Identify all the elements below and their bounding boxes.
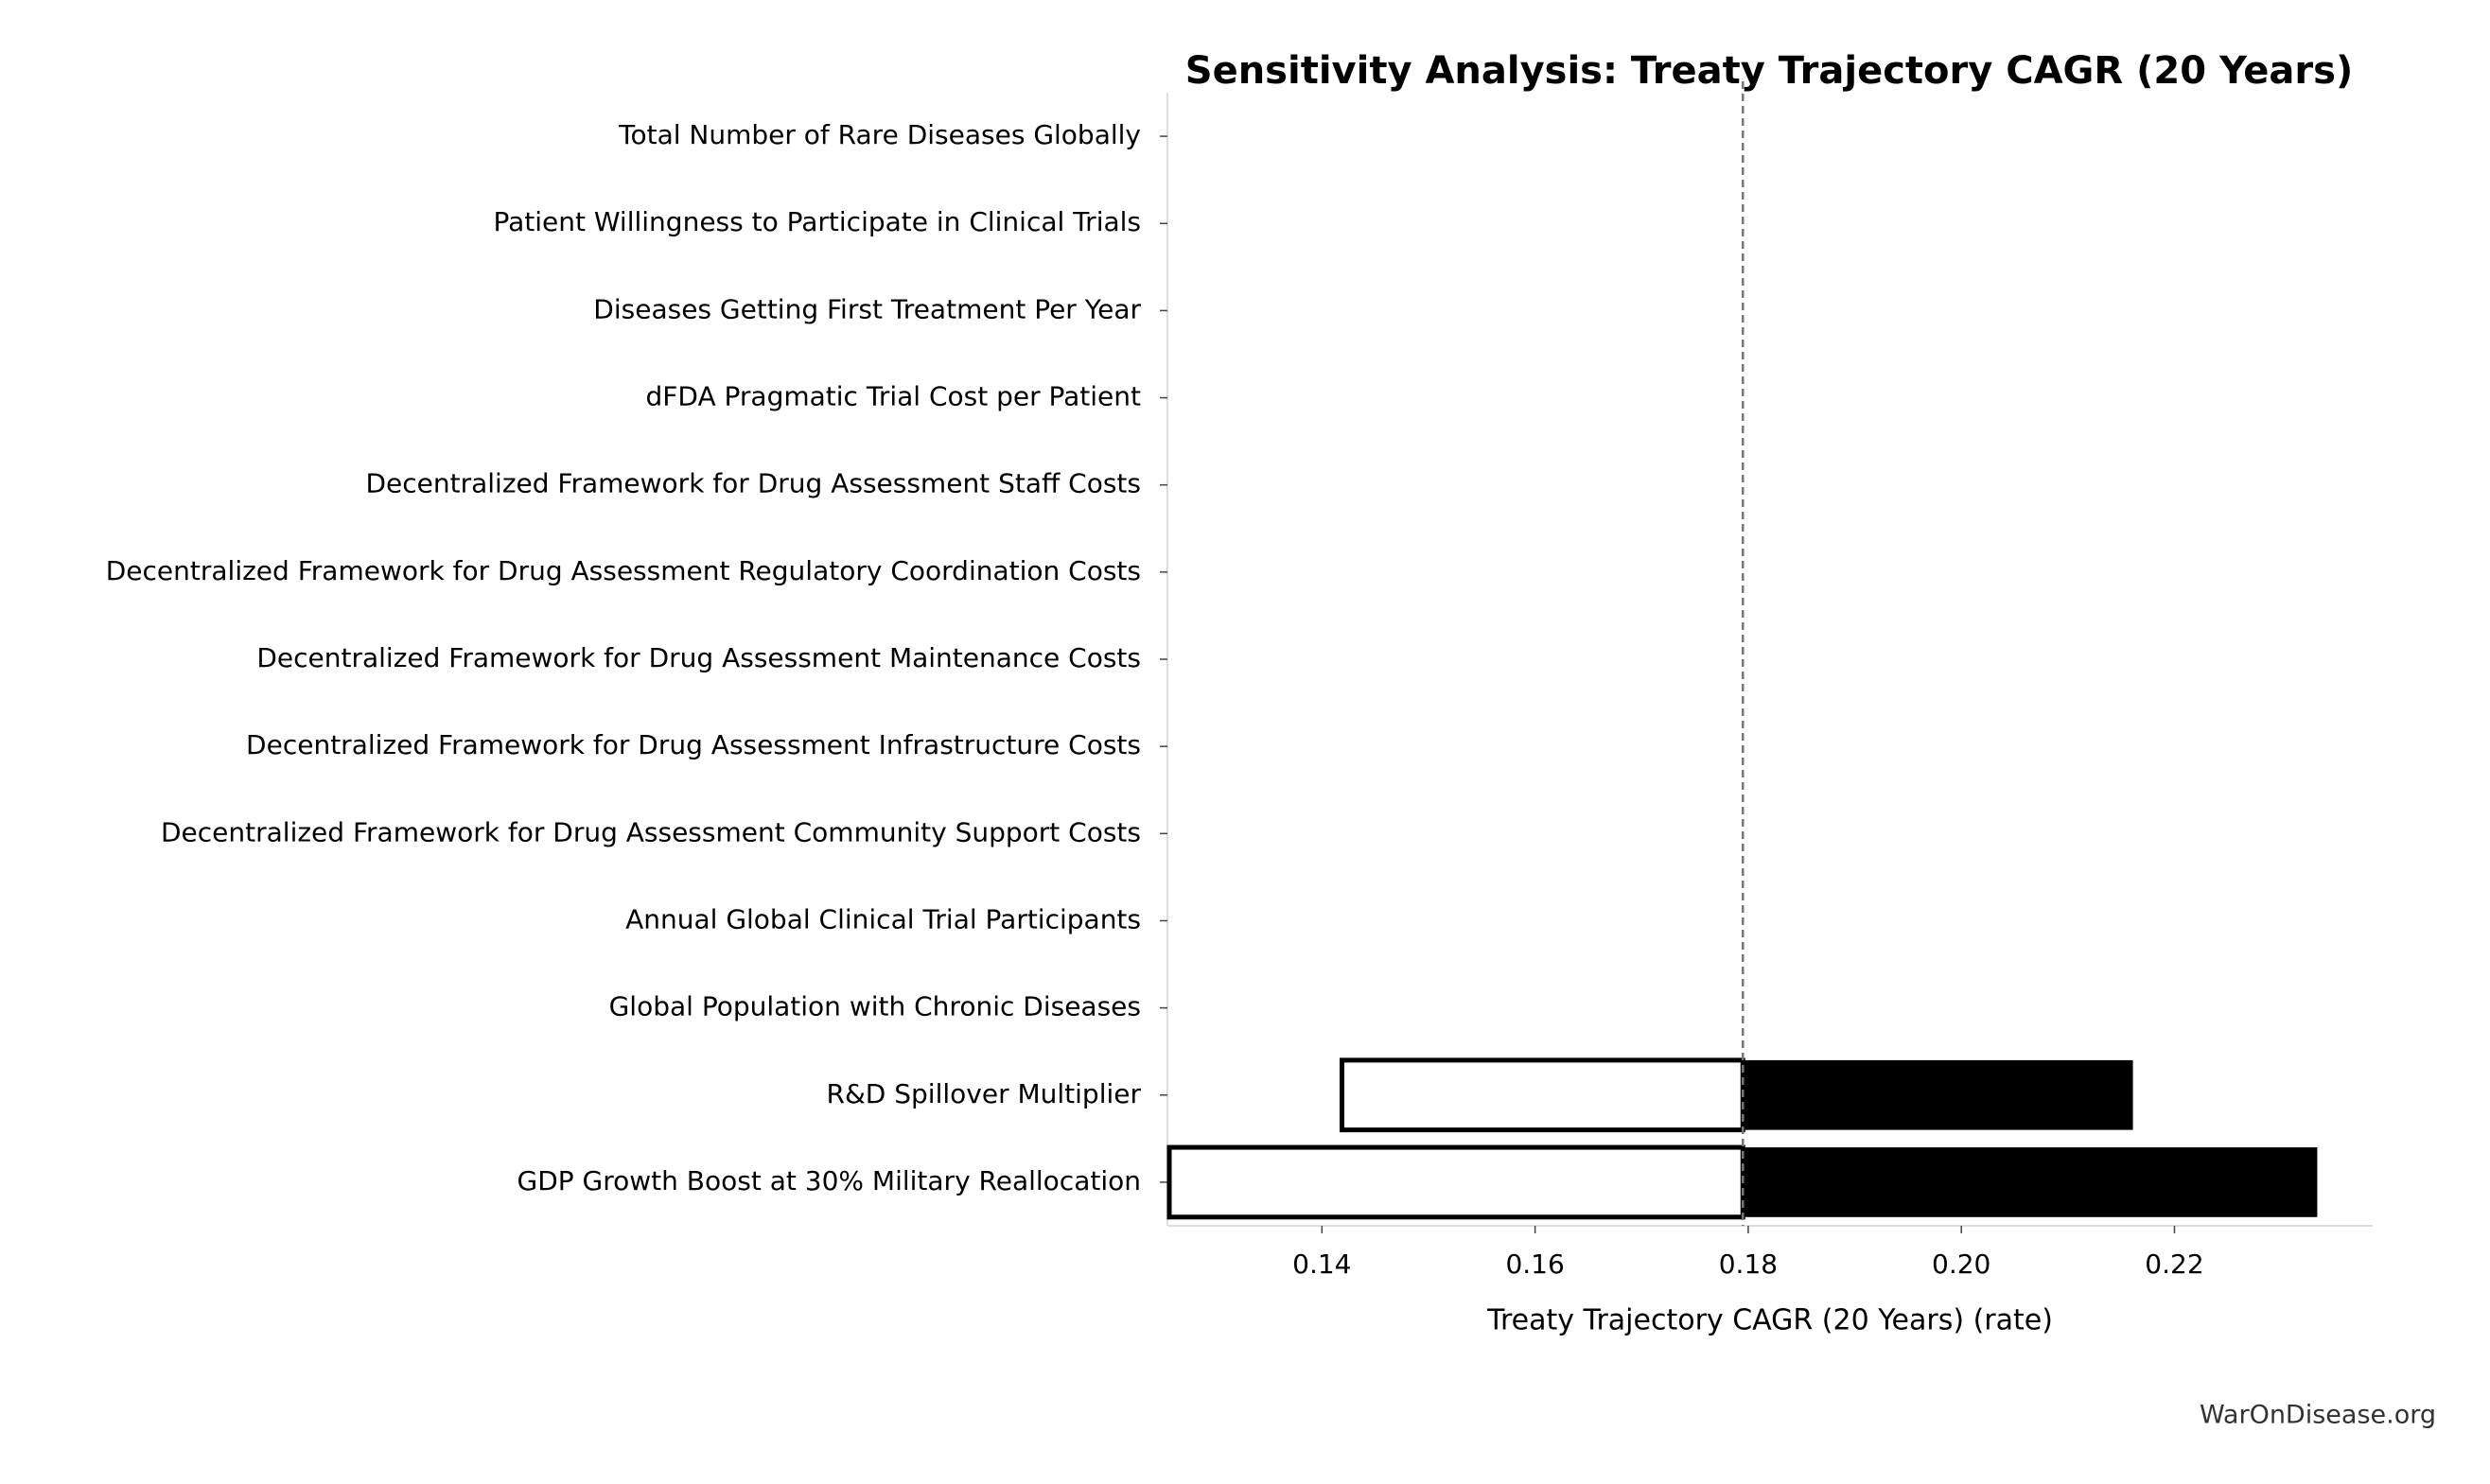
- y-tick-label: Total Number of Rare Diseases Globally: [618, 119, 1141, 150]
- chart-title: Sensitivity Analysis: Treaty Trajectory …: [1185, 49, 2353, 93]
- x-tick-label: 0.16: [1505, 1248, 1564, 1280]
- y-tick-label: dFDA Pragmatic Trial Cost per Patient: [646, 381, 1142, 412]
- y-tick-label: GDP Growth Boost at 30% Military Realloc…: [517, 1165, 1141, 1196]
- y-tick-label: Decentralized Framework for Drug Assessm…: [256, 642, 1141, 673]
- x-axis-label: Treaty Trajectory CAGR (20 Years) (rate): [1486, 1304, 2053, 1337]
- x-tick-label: 0.20: [1932, 1248, 1990, 1280]
- high-bar: [1743, 1147, 2318, 1217]
- y-tick-label: Patient Willingness to Participate in Cl…: [493, 206, 1141, 237]
- low-bar: [1339, 1057, 1745, 1133]
- x-tick-label: 0.22: [2145, 1248, 2203, 1280]
- low-bar: [1166, 1144, 1745, 1220]
- y-tick-label: Annual Global Clinical Trial Participant…: [625, 903, 1141, 934]
- y-tick-label: Global Population with Chronic Diseases: [609, 991, 1141, 1022]
- x-tick-label: 0.14: [1292, 1248, 1351, 1280]
- y-tick-label: Decentralized Framework for Drug Assessm…: [365, 468, 1141, 499]
- y-tick-label: Decentralized Framework for Drug Assessm…: [246, 729, 1141, 760]
- high-bar: [1743, 1059, 2133, 1130]
- y-tick-label: Decentralized Framework for Drug Assessm…: [106, 555, 1141, 586]
- y-tick-label: Diseases Getting First Treatment Per Yea…: [593, 293, 1141, 324]
- y-tick-label: R&D Spillover Multiplier: [827, 1078, 1142, 1109]
- y-tick-label: Decentralized Framework for Drug Assessm…: [161, 816, 1141, 847]
- x-tick-label: 0.18: [1719, 1248, 1778, 1280]
- footer: WarOnDisease.org: [2200, 1401, 2436, 1430]
